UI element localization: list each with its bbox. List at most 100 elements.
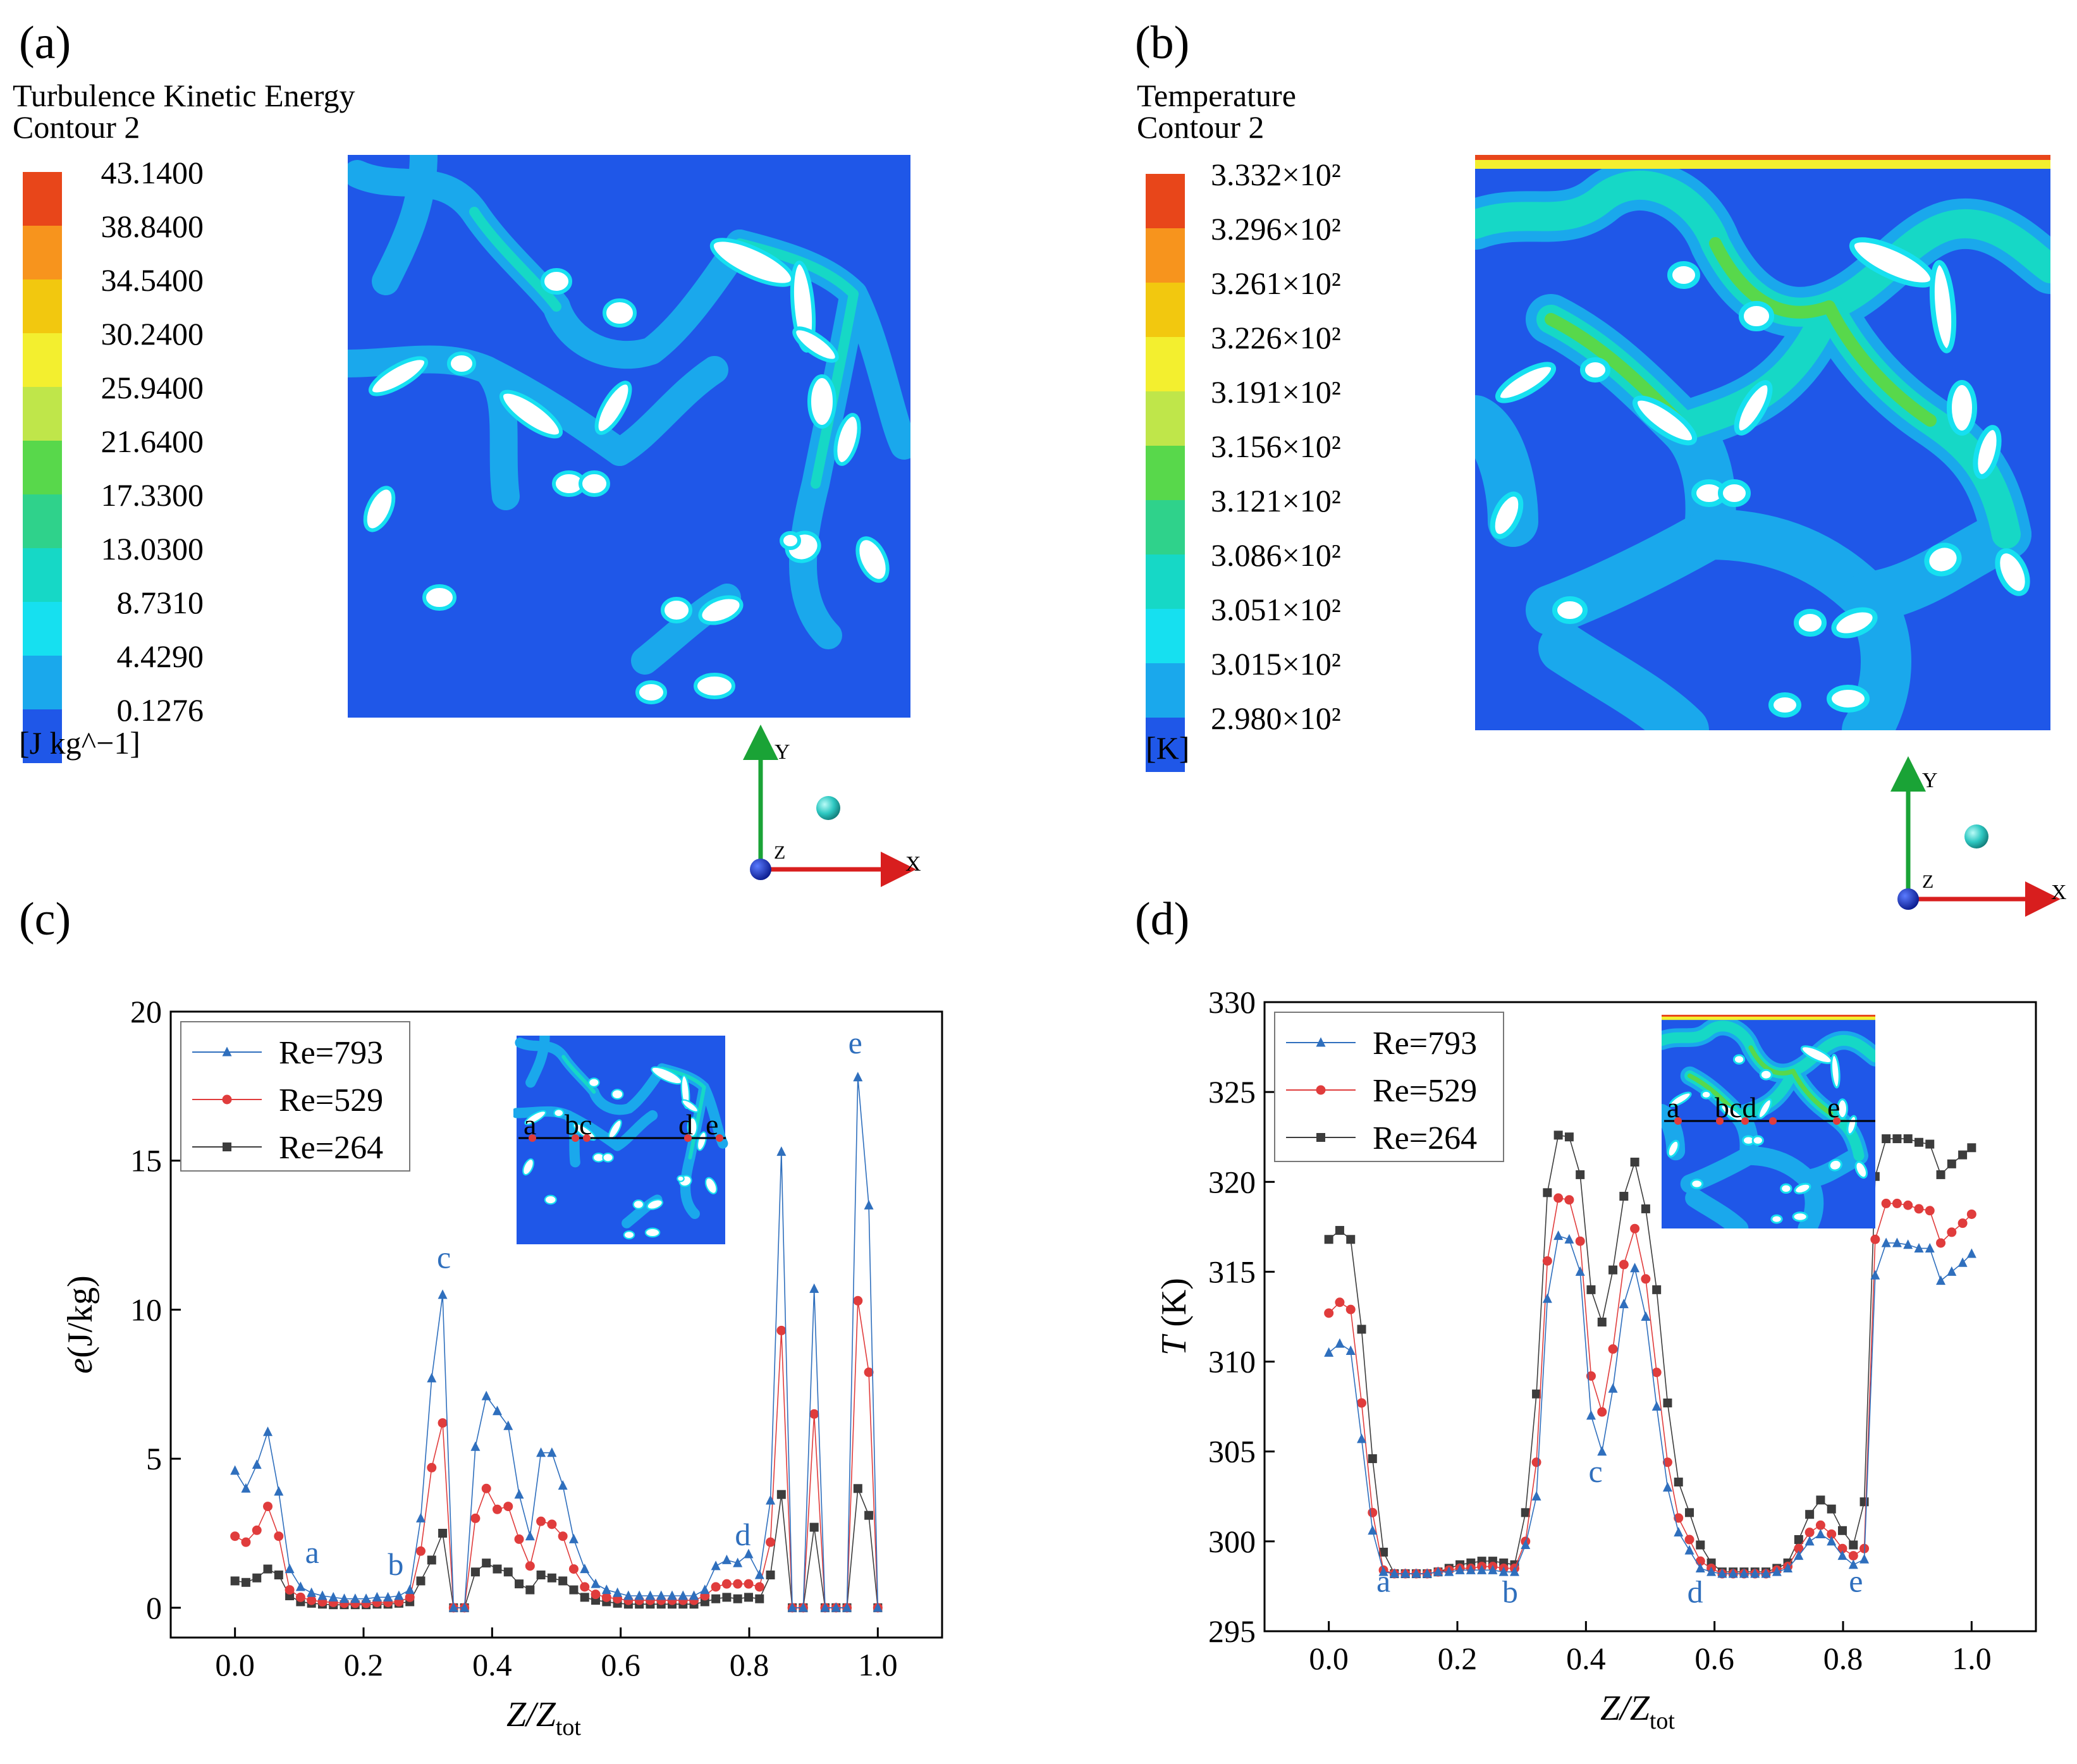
data-point bbox=[634, 1590, 644, 1600]
x-tick-label: 0.6 bbox=[601, 1647, 640, 1682]
data-point bbox=[1608, 1265, 1618, 1275]
legend: Re=793 Re=529 Re=264 bbox=[180, 1021, 410, 1172]
data-point bbox=[1630, 1158, 1639, 1167]
data-point bbox=[1805, 1510, 1815, 1519]
y-tick-label: 15 bbox=[130, 1143, 162, 1179]
data-point bbox=[1685, 1508, 1694, 1517]
inset-marker bbox=[1769, 1117, 1777, 1125]
data-point bbox=[427, 1462, 437, 1473]
colorbar-level-label: 3.296×10² bbox=[1211, 211, 1341, 247]
data-point bbox=[1345, 1304, 1356, 1314]
data-point bbox=[1662, 1482, 1672, 1492]
data-point bbox=[1815, 1528, 1825, 1538]
data-point bbox=[798, 1602, 808, 1612]
data-point bbox=[689, 1590, 699, 1600]
data-point bbox=[755, 1594, 764, 1603]
chart-c-inset: a bc d e bbox=[517, 1036, 726, 1244]
data-point bbox=[481, 1390, 491, 1400]
data-point bbox=[263, 1502, 273, 1512]
data-point bbox=[569, 1585, 579, 1595]
data-point bbox=[1903, 1134, 1913, 1144]
data-point bbox=[1914, 1204, 1924, 1214]
data-point bbox=[1914, 1242, 1924, 1253]
inset-marker bbox=[572, 1134, 579, 1142]
panel-a: (a) Turbulence Kinetic Energy Contour 2 … bbox=[13, 17, 921, 887]
data-point bbox=[1837, 1543, 1847, 1553]
data-point bbox=[711, 1560, 721, 1571]
data-point bbox=[787, 1602, 797, 1612]
y-axis-label: Y bbox=[1922, 769, 1938, 792]
data-point bbox=[1531, 1491, 1541, 1501]
data-point bbox=[252, 1459, 262, 1469]
data-point bbox=[700, 1584, 710, 1595]
data-point bbox=[1357, 1433, 1367, 1443]
data-point bbox=[1958, 1257, 1968, 1267]
colorbar-level-label: 3.226×10² bbox=[1211, 320, 1341, 355]
data-point bbox=[667, 1590, 677, 1600]
data-point bbox=[1925, 1242, 1935, 1253]
data-point bbox=[678, 1590, 688, 1600]
data-point bbox=[1892, 1134, 1902, 1144]
x-tick-label: 0.4 bbox=[472, 1647, 512, 1682]
series-line bbox=[1328, 1197, 1972, 1574]
data-point bbox=[1936, 1238, 1946, 1248]
data-point bbox=[1531, 1457, 1541, 1467]
inset-marker bbox=[583, 1134, 591, 1142]
colorbar-level-label: 3.191×10² bbox=[1211, 374, 1341, 410]
colorbar-a-levels: 43.1400 38.8400 34.5400 30.2400 25.9400 21.64… bbox=[101, 155, 204, 728]
panel-b: (b) Temperature Contour 2 3.332×10² 3.296… bbox=[1135, 17, 2067, 917]
data-point bbox=[1827, 1504, 1836, 1514]
legend-entry: Re=529 bbox=[1373, 1073, 1477, 1109]
data-point bbox=[864, 1367, 874, 1377]
data-point bbox=[415, 1546, 426, 1556]
data-point bbox=[1837, 1526, 1847, 1535]
colorbar-segment bbox=[23, 548, 62, 602]
point-annotation-a: a bbox=[305, 1534, 319, 1570]
data-point bbox=[503, 1502, 513, 1512]
data-point bbox=[580, 1582, 590, 1592]
data-point bbox=[721, 1579, 732, 1589]
series-Re=264 bbox=[230, 1484, 883, 1612]
colorbar-level-label: 30.2400 bbox=[101, 316, 204, 352]
colorbar-a-unit: [J kg^−1] bbox=[19, 725, 140, 761]
colorbar-level-label: 34.5400 bbox=[101, 262, 204, 298]
data-point bbox=[558, 1531, 568, 1541]
legend-b-title-line2: Contour 2 bbox=[1137, 109, 1264, 145]
x-tick-label: 0.8 bbox=[730, 1647, 769, 1682]
data-point bbox=[525, 1531, 535, 1541]
colorbar-segment bbox=[23, 226, 62, 279]
orientation-sphere bbox=[816, 796, 840, 820]
data-point bbox=[1827, 1536, 1837, 1546]
data-point bbox=[722, 1593, 732, 1602]
data-point bbox=[1368, 1454, 1377, 1464]
data-point bbox=[1662, 1457, 1672, 1467]
colorbar-segment bbox=[23, 494, 62, 548]
colorbar-segment bbox=[1146, 663, 1185, 718]
y-tick-label: 10 bbox=[130, 1292, 162, 1327]
data-point bbox=[1630, 1263, 1640, 1273]
data-point bbox=[1357, 1398, 1367, 1408]
data-point bbox=[1859, 1497, 1869, 1507]
colorbar-b bbox=[1146, 174, 1185, 772]
data-point bbox=[1619, 1299, 1629, 1309]
data-point bbox=[340, 1593, 349, 1603]
data-point bbox=[230, 1531, 240, 1541]
x-tick-label: 0.2 bbox=[1438, 1641, 1478, 1676]
data-point bbox=[776, 1325, 787, 1335]
point-annotation-c: c bbox=[1588, 1454, 1602, 1489]
colorbar-segment bbox=[23, 387, 62, 441]
legend: Re=793 Re=529 Re=264 bbox=[1274, 1012, 1504, 1162]
data-point bbox=[295, 1592, 305, 1602]
data-point bbox=[1422, 1568, 1432, 1578]
data-point bbox=[1324, 1308, 1334, 1318]
inset-label: a bbox=[524, 1108, 536, 1141]
colorbar-level-label: 21.6400 bbox=[101, 424, 204, 459]
colorbar-level-label: 3.332×10² bbox=[1211, 157, 1341, 192]
legend-entry: Re=793 bbox=[1373, 1026, 1477, 1062]
data-point bbox=[1684, 1534, 1694, 1545]
y-tick-label: 330 bbox=[1208, 984, 1256, 1020]
data-point bbox=[1936, 1275, 1946, 1285]
data-point bbox=[1739, 1568, 1749, 1578]
point-annotation-e: e bbox=[1849, 1563, 1863, 1598]
data-point bbox=[547, 1573, 556, 1583]
